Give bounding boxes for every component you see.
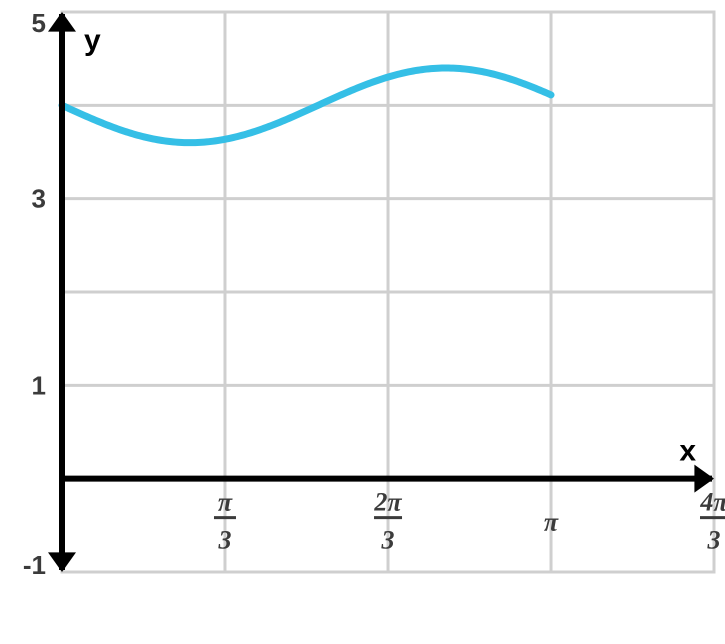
chart-bg <box>0 0 725 644</box>
x-tick-label: π <box>544 508 559 537</box>
x-tick-numer: 2π <box>373 488 402 517</box>
x-axis-label: x <box>679 435 696 468</box>
x-tick-numer: 4π <box>699 488 725 517</box>
x-tick-denom: 3 <box>707 526 721 555</box>
y-axis-label: y <box>84 24 101 57</box>
x-tick-denom: 3 <box>381 526 395 555</box>
y-tick-label: -1 <box>23 550 46 580</box>
x-tick-denom: 3 <box>217 526 231 555</box>
y-tick-label: 3 <box>32 184 46 214</box>
y-tick-label: 1 <box>32 370 46 400</box>
chart-svg: -1 1 3 5 π 3 2π 3 π 4π 3 y x <box>0 0 725 644</box>
y-tick-label: 5 <box>32 8 46 38</box>
x-tick-numer: π <box>218 488 233 517</box>
chart-container: -1 1 3 5 π 3 2π 3 π 4π 3 y x <box>0 0 725 644</box>
